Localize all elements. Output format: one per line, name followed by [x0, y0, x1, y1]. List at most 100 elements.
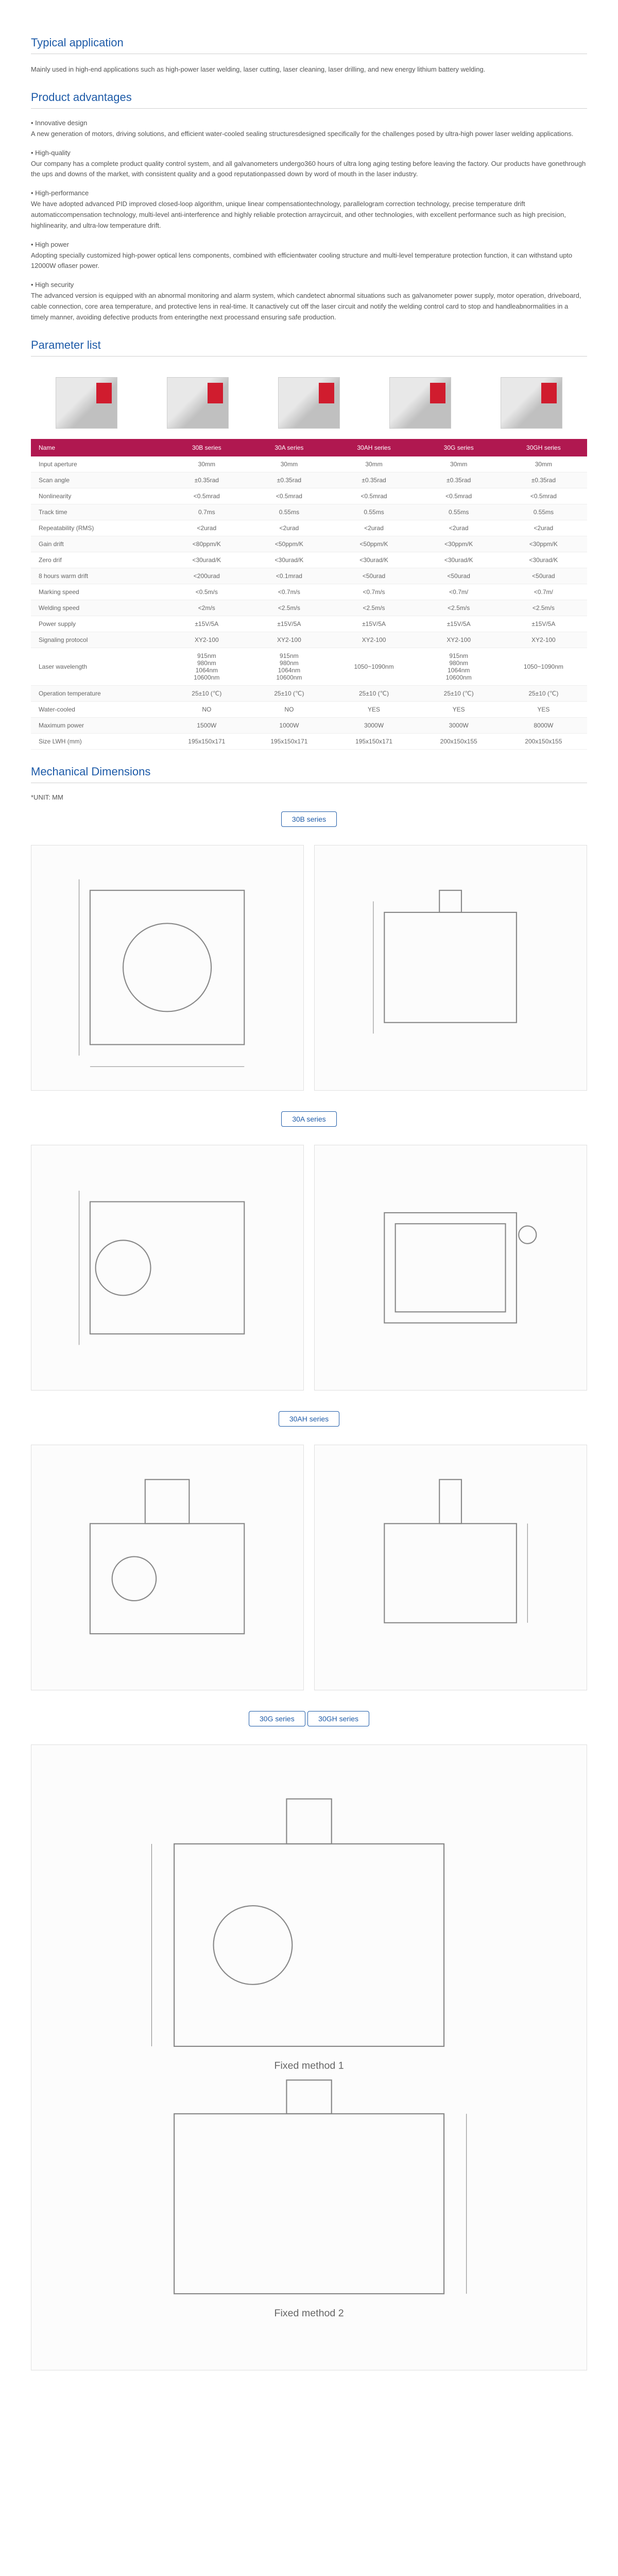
table-cell: 0.55ms [248, 504, 330, 520]
table-cell: 8 hours warm drift [31, 568, 165, 584]
advantage-title: • High-quality [31, 149, 587, 157]
table-cell: 8000W [500, 717, 587, 733]
mech-label-30a: 30A series [281, 1111, 336, 1127]
table-row: Zero drif<30urad/K<30urad/K<30urad/K<30u… [31, 552, 587, 568]
table-cell: 25±10 (℃) [330, 685, 417, 701]
advantage-item: • High-quality Our company has a complete… [31, 149, 587, 180]
table-cell: Operation temperature [31, 685, 165, 701]
table-cell: YES [500, 701, 587, 717]
table-cell: 25±10 (℃) [248, 685, 330, 701]
table-cell: 195x150x171 [165, 733, 248, 749]
table-cell: Repeatability (RMS) [31, 520, 165, 536]
table-cell: <200urad [165, 568, 248, 584]
table-row: Operation temperature25±10 (℃)25±10 (℃)2… [31, 685, 587, 701]
table-cell: <2urad [418, 520, 500, 536]
table-cell: <0.7m/ [418, 584, 500, 600]
svg-text:Fixed method 1: Fixed method 1 [274, 2060, 344, 2071]
table-cell: Welding speed [31, 600, 165, 616]
table-row: Welding speed<2m/s<2.5m/s<2.5m/s<2.5m/s<… [31, 600, 587, 616]
table-header: Name [31, 439, 165, 456]
table-row: Input aperture30mm30mm30mm30mm30mm [31, 456, 587, 472]
table-cell: ±15V/5A [418, 616, 500, 632]
table-cell: <0.5mrad [165, 488, 248, 504]
mech-drawing [314, 1145, 587, 1391]
table-cell: ±15V/5A [330, 616, 417, 632]
table-cell: <0.7m/s [248, 584, 330, 600]
table-row: Signaling protocolXY2-100XY2-100XY2-100X… [31, 632, 587, 648]
table-cell: ±0.35rad [330, 472, 417, 488]
parameter-table: Name30B series30A series30AH series30G s… [31, 439, 587, 750]
table-cell: XY2-100 [165, 632, 248, 648]
advantage-item: • High powerAdopting specially customize… [31, 241, 587, 272]
table-row: Size LWH (mm)195x150x171195x150x171195x1… [31, 733, 587, 749]
table-cell: 915nm980nm1064nm10600nm [165, 648, 248, 685]
table-cell: XY2-100 [418, 632, 500, 648]
table-row: Laser wavelength915nm980nm1064nm10600nm9… [31, 648, 587, 685]
table-cell: 1050~1090nm [500, 648, 587, 685]
table-header: 30G series [418, 439, 500, 456]
table-cell: <0.7m/s [330, 584, 417, 600]
mech-label-30g: 30G series [249, 1711, 305, 1726]
product-image [167, 377, 229, 429]
product-image [501, 377, 562, 429]
table-cell: <50urad [330, 568, 417, 584]
advantage-title: • High power [31, 241, 587, 248]
table-cell: 25±10 (℃) [418, 685, 500, 701]
table-cell: 0.55ms [500, 504, 587, 520]
table-cell: <2.5m/s [248, 600, 330, 616]
table-cell: <2.5m/s [500, 600, 587, 616]
table-cell: 200x150x155 [500, 733, 587, 749]
table-cell: <2m/s [165, 600, 248, 616]
table-cell: ±15V/5A [248, 616, 330, 632]
table-cell: Track time [31, 504, 165, 520]
table-row: Marking speed<0.5m/s<0.7m/s<0.7m/s<0.7m/… [31, 584, 587, 600]
table-cell: <0.5m/s [165, 584, 248, 600]
table-row: Water-cooledNONOYESYESYES [31, 701, 587, 717]
advantage-title: • High security [31, 281, 587, 289]
table-cell: <2urad [330, 520, 417, 536]
table-cell: YES [418, 701, 500, 717]
table-cell: <30urad/K [500, 552, 587, 568]
advantage-item: • Innovative designA new generation of m… [31, 119, 587, 140]
advantage-title: • High-performance [31, 189, 587, 197]
advantage-desc: Our company has a complete product quali… [31, 159, 587, 180]
mech-title: Mechanical Dimensions [31, 765, 587, 783]
table-row: Repeatability (RMS)<2urad<2urad<2urad<2u… [31, 520, 587, 536]
table-cell: <30urad/K [418, 552, 500, 568]
advantages-list: • Innovative designA new generation of m… [31, 119, 587, 323]
table-row: Scan angle±0.35rad±0.35rad±0.35rad±0.35r… [31, 472, 587, 488]
product-image [278, 377, 340, 429]
table-cell: <30ppm/K [500, 536, 587, 552]
table-header: 30A series [248, 439, 330, 456]
advantage-desc: A new generation of motors, driving solu… [31, 129, 587, 140]
table-cell: Marking speed [31, 584, 165, 600]
table-cell: XY2-100 [500, 632, 587, 648]
table-cell: Zero drif [31, 552, 165, 568]
table-header: 30GH series [500, 439, 587, 456]
table-cell: 0.55ms [418, 504, 500, 520]
table-cell: 1050~1090nm [330, 648, 417, 685]
table-cell: <0.5mrad [248, 488, 330, 504]
table-cell: Power supply [31, 616, 165, 632]
table-cell: Water-cooled [31, 701, 165, 717]
table-cell: <0.5mrad [500, 488, 587, 504]
table-cell: <2urad [248, 520, 330, 536]
table-cell: <30urad/K [165, 552, 248, 568]
svg-text:Fixed method 2: Fixed method 2 [274, 2308, 344, 2319]
table-cell: <0.1mrad [248, 568, 330, 584]
table-cell: Size LWH (mm) [31, 733, 165, 749]
table-cell: <2.5m/s [418, 600, 500, 616]
unit-note: *UNIT: MM [31, 793, 587, 801]
table-cell: Nonlinearity [31, 488, 165, 504]
table-cell: <0.7m/ [500, 584, 587, 600]
table-cell: 30mm [248, 456, 330, 472]
table-cell: <50ppm/K [248, 536, 330, 552]
table-cell: 1500W [165, 717, 248, 733]
table-cell: 30mm [330, 456, 417, 472]
table-cell: 195x150x171 [330, 733, 417, 749]
table-cell: 30mm [418, 456, 500, 472]
table-cell: 1000W [248, 717, 330, 733]
table-cell: 915nm980nm1064nm10600nm [418, 648, 500, 685]
mech-drawing [31, 845, 304, 1091]
typical-app-title: Typical application [31, 36, 587, 54]
